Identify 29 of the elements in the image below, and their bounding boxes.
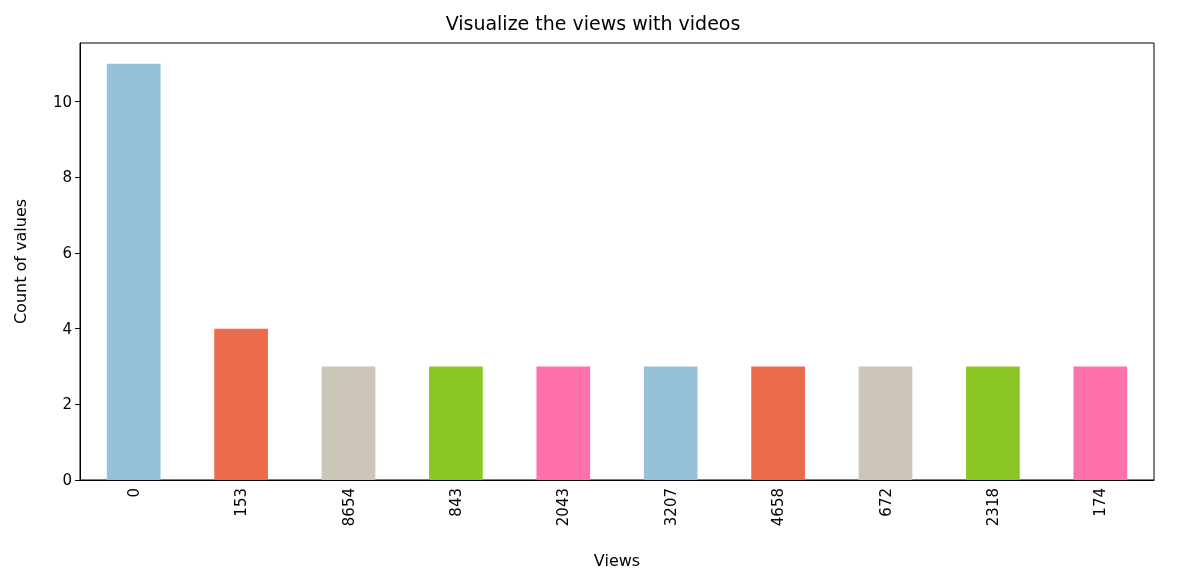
x-tick-label: 8654 xyxy=(339,488,358,527)
bar xyxy=(106,63,161,480)
bar xyxy=(536,366,591,480)
bar xyxy=(429,366,483,480)
x-tick-label: 0 xyxy=(124,488,143,498)
x-tick-label: 153 xyxy=(232,488,251,517)
x-tick-label: 843 xyxy=(446,488,465,517)
bar xyxy=(966,366,1020,480)
bar xyxy=(321,366,376,480)
y-tick-label: 2 xyxy=(62,395,72,414)
bar xyxy=(858,366,913,480)
x-axis-title: Views xyxy=(593,550,641,570)
x-tick-label: 2318 xyxy=(983,488,1002,527)
y-tick-label: 4 xyxy=(62,319,72,338)
y-tick-label: 6 xyxy=(62,243,72,262)
bar xyxy=(751,366,805,480)
x-tick-label: 672 xyxy=(876,488,895,517)
y-axis-title: Count of values xyxy=(10,198,30,325)
bar xyxy=(1073,366,1128,480)
x-tick-label: 174 xyxy=(1091,488,1110,517)
y-tick-label: 10 xyxy=(52,92,72,111)
x-tick-label: 2043 xyxy=(554,488,573,527)
bar xyxy=(214,328,268,480)
chart-title: Visualize the views with videos xyxy=(445,11,741,34)
y-tick-label: 8 xyxy=(62,168,72,187)
x-tick-label: 3207 xyxy=(661,488,680,527)
x-tick-label: 4658 xyxy=(769,488,788,527)
y-tick-label: 0 xyxy=(62,471,72,489)
bar xyxy=(643,366,698,480)
